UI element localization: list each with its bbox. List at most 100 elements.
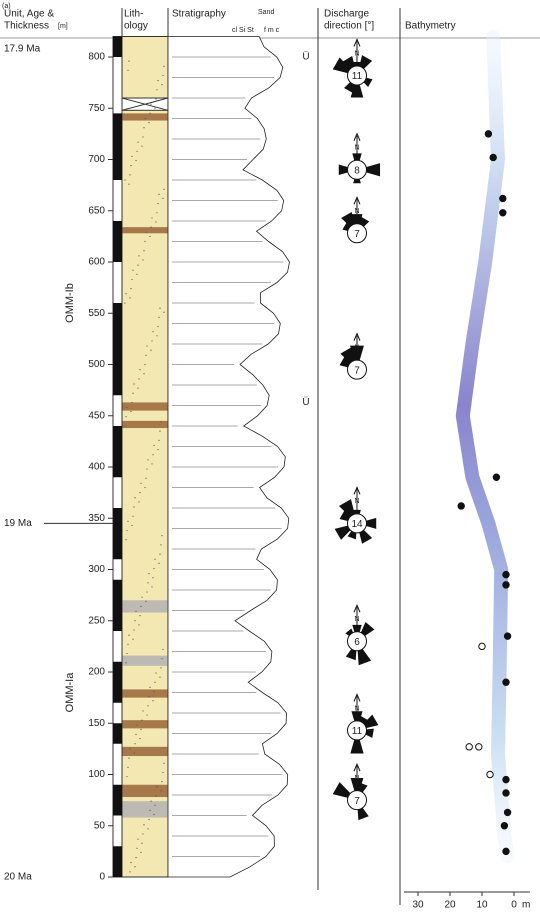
sand-dot (132, 516, 133, 517)
sand-dot (133, 752, 134, 753)
sand-dot (141, 597, 142, 598)
sand-dot (153, 568, 154, 569)
sand-dot (148, 573, 149, 574)
sand-dot (134, 497, 135, 498)
polarity-segment (113, 662, 122, 703)
sand-dot (142, 833, 143, 834)
sand-dot (146, 591, 147, 592)
sand-dot (138, 501, 139, 502)
sand-dot (152, 577, 153, 578)
sand-dot (140, 729, 141, 730)
sand-dot (152, 700, 153, 701)
open-sample (479, 643, 485, 649)
lithology-band (122, 801, 168, 817)
lithology-band (122, 656, 168, 666)
thickness-tick-label: 400 (88, 462, 105, 473)
north-label: N (354, 775, 359, 782)
bathymetry-tick-label: 0 (511, 900, 517, 911)
thickness-tick-label: 0 (99, 872, 105, 883)
sand-dot (143, 127, 144, 128)
header-stratigraphy: Stratigraphy (172, 9, 226, 20)
sand-dot (154, 805, 155, 806)
sand-dot (127, 521, 128, 522)
sand-dot (125, 662, 126, 663)
sand-dot (152, 454, 153, 455)
sand-dot (144, 118, 145, 119)
rose-count: 8 (354, 165, 360, 176)
bathymetry-unit: m (522, 900, 530, 911)
sand-dot (139, 369, 140, 370)
sand-dot (150, 104, 151, 105)
thickness-tick-label: 300 (88, 564, 105, 575)
polarity-segment (113, 221, 122, 262)
sand-dot (160, 544, 161, 545)
polarity-segment (113, 580, 122, 631)
sample (500, 195, 506, 201)
sand-dot (149, 236, 150, 237)
sand-dot (138, 255, 139, 256)
sand-dot (130, 411, 131, 412)
sand-dot (126, 653, 127, 654)
polarity-segment (113, 303, 122, 395)
sand-dot (154, 108, 155, 109)
north-label: N (354, 616, 359, 623)
sand-dot (140, 852, 141, 853)
thickness-tick-label: 600 (88, 257, 105, 268)
sand-dot (133, 629, 134, 630)
sand-dot (130, 288, 131, 289)
sand-dot (134, 620, 135, 621)
polarity-segment (113, 113, 122, 180)
sand-dot (160, 421, 161, 422)
figure: (a) Unit, Age & Thickness [m] Lith- olog… (0, 0, 540, 920)
sample (503, 571, 509, 577)
sand-dot (157, 80, 158, 81)
sand-dot (159, 431, 160, 432)
sand-dot (159, 308, 160, 309)
sand-dot (159, 677, 160, 678)
ichnofossil-symbol: Ü (302, 51, 309, 63)
sample (504, 633, 510, 639)
thickness-tick-label: 700 (88, 154, 105, 165)
north-label: N (354, 498, 359, 505)
sand-dot (138, 378, 139, 379)
header-lith: ology (124, 21, 148, 32)
sand-dot (129, 174, 130, 175)
thickness-tick-label: 800 (88, 52, 105, 63)
sand-dot (130, 862, 131, 863)
thickness-tick-label: 150 (88, 718, 105, 729)
sand-dot (139, 738, 140, 739)
north-label: N (354, 705, 359, 712)
sand-dot (128, 184, 129, 185)
rose-count: 7 (354, 365, 360, 376)
sand-dot (159, 554, 160, 555)
sand-dot (151, 463, 152, 464)
sand-dot (127, 70, 128, 71)
open-sample (487, 771, 493, 777)
sand-dot (156, 786, 157, 787)
bathymetry-curve (463, 37, 508, 857)
sand-dot (160, 667, 161, 668)
sand-dot (130, 165, 131, 166)
sample (503, 790, 509, 796)
sand-dot (137, 838, 138, 839)
rose-count: 7 (354, 796, 360, 807)
sand-dot (150, 350, 151, 351)
sand-dot (158, 563, 159, 564)
sand-dot (124, 302, 125, 303)
sand-dot (131, 402, 132, 403)
sand-dot (156, 335, 157, 336)
header-thickness: Thickness (4, 21, 49, 32)
sample (503, 848, 509, 854)
sand-dot (144, 241, 145, 242)
sand-dot (153, 445, 154, 446)
sand-dot (136, 274, 137, 275)
sample (485, 131, 491, 137)
header-discharge: Discharge (324, 9, 369, 20)
rose-count: 7 (354, 229, 360, 240)
sand-dot (161, 84, 162, 85)
sand-dot (155, 795, 156, 796)
sand-dot (131, 156, 132, 157)
sand-dot (158, 194, 159, 195)
header-lith: Lith- (124, 9, 143, 20)
unit-label: OMM-Ib (64, 283, 76, 323)
